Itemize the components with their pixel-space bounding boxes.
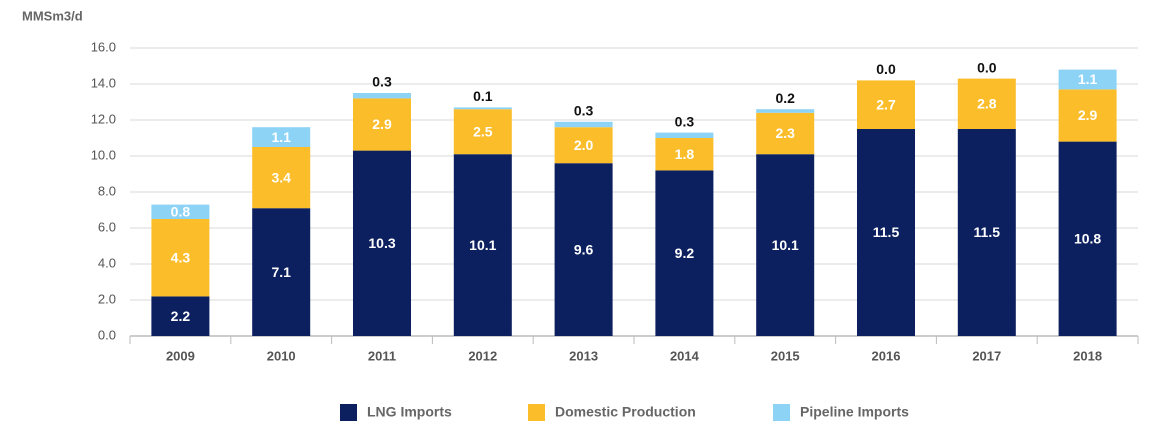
bar-segment [756,109,815,113]
bar-segment [1058,141,1117,336]
y-tick-label: 12.0 [91,111,116,126]
bar-segment [554,163,613,336]
bar-segment [252,208,311,336]
y-tick-label: 0.0 [98,327,116,342]
y-tick-label: 6.0 [98,219,116,234]
bar-segment [353,98,411,151]
x-tick-label: 2017 [972,348,1001,363]
data-label: 1.8 [675,146,695,162]
y-tick-label: 2.0 [98,291,116,306]
data-label: 10.8 [1074,231,1101,247]
x-tick-label: 2016 [872,348,901,363]
data-label: 0.3 [574,103,594,119]
legend-swatch [773,404,790,421]
bar-segment [1058,69,1117,90]
data-label: 7.1 [271,264,291,280]
x-tick-label: 2013 [569,348,598,363]
data-label: 0.1 [473,88,493,104]
data-label: 11.5 [873,224,900,240]
x-tick-label: 2018 [1073,348,1102,363]
legend-swatch [340,404,357,421]
bar-segment [655,138,714,171]
bar-segment [756,154,815,336]
data-label: 2.9 [372,116,392,132]
y-axis-label: MMSm3/d [22,8,83,23]
data-label: 2.8 [977,96,997,112]
bar-segment [353,93,411,99]
data-label: 1.1 [1078,71,1098,87]
bar-segment [252,147,311,209]
legend-label: LNG Imports [367,404,452,420]
x-tick-label: 2015 [771,348,800,363]
x-tick-label: 2012 [468,348,497,363]
bar-segment [453,109,512,155]
bar-segment [655,170,714,336]
data-label: 2.5 [473,123,493,139]
data-label: 0.0 [977,59,997,75]
x-tick-label: 2011 [368,348,396,363]
data-label: 0.2 [775,90,795,106]
data-label: 9.2 [675,245,695,261]
y-tick-label: 4.0 [98,255,116,270]
data-label: 3.4 [271,169,291,185]
legend-label: Domestic Production [555,404,696,420]
y-tick-label: 14.0 [91,75,116,90]
bar-segment [151,296,210,336]
data-label: 0.3 [675,113,695,129]
data-label: 10.1 [469,237,496,253]
y-tick-label: 10.0 [91,147,116,162]
bar-segment [756,112,815,155]
y-tick-label: 16.0 [91,39,116,54]
bar-segment [957,129,1016,336]
data-label: 4.3 [171,249,191,265]
bar-segment [1058,89,1117,142]
bar-segment [554,121,613,128]
data-label: 2.9 [1078,107,1098,123]
data-label: 11.5 [974,224,1001,240]
data-label: 10.3 [368,235,395,251]
legend-swatch [528,404,545,421]
x-tick-label: 2010 [267,348,296,363]
data-label: 2.2 [171,308,191,324]
bar-segment [151,204,210,219]
bar-segment [453,154,512,336]
data-label: 10.1 [772,237,799,253]
data-label: 2.7 [876,96,896,112]
bar-segment [353,150,411,336]
data-label: 1.1 [271,129,291,145]
data-label: 2.0 [574,137,594,153]
data-label: 0.3 [372,74,392,90]
y-tick-label: 8.0 [98,183,116,198]
data-label: 2.3 [775,125,795,141]
bar-segment [957,78,1016,129]
bar-segment [857,129,915,336]
data-label: 0.0 [876,61,896,77]
x-tick-label: 2009 [166,348,195,363]
bar-segment [554,127,613,164]
bar-segment [655,132,714,138]
legend-label: Pipeline Imports [800,404,909,420]
bar-segment [453,107,512,110]
data-label: 0.8 [171,204,191,220]
data-label: 9.6 [574,241,594,257]
bar-segment [151,219,210,297]
bar-segment [252,127,311,147]
bar-segment [857,80,915,129]
x-tick-label: 2014 [670,348,700,363]
